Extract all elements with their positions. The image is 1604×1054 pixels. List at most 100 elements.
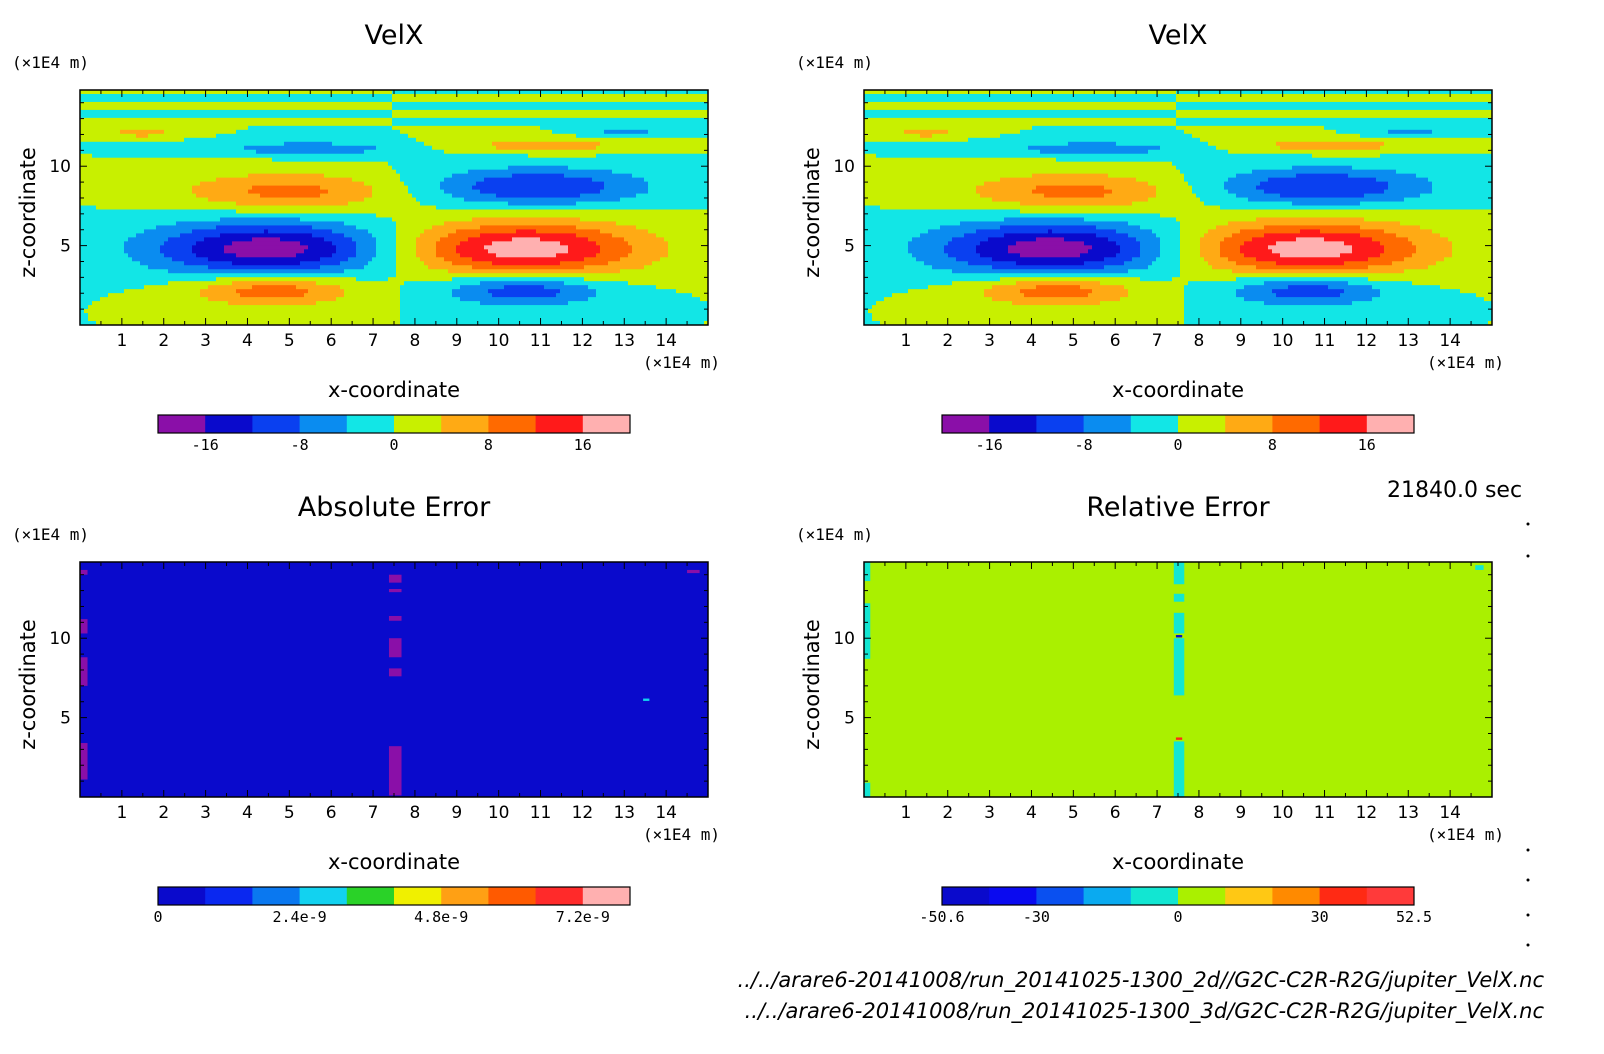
- field-cell: [416, 225, 421, 230]
- field-cell: [292, 205, 297, 211]
- field-cell: [192, 257, 197, 262]
- field-cell: [336, 137, 341, 143]
- field-cell: [284, 133, 289, 139]
- field-cell: [116, 293, 121, 298]
- field-cell: [256, 137, 261, 143]
- field-cell: [264, 277, 269, 282]
- field-cell: [372, 317, 377, 322]
- field-cell: [344, 209, 349, 215]
- field-cell: [208, 233, 213, 238]
- field-cell: [196, 213, 201, 219]
- field-cell: [264, 269, 269, 274]
- field-cell: [296, 225, 301, 230]
- field-cell: [160, 253, 165, 258]
- field-cell: [408, 121, 413, 127]
- field-cell: [172, 101, 177, 107]
- field-cell: [244, 109, 249, 115]
- field-cell: [152, 241, 157, 246]
- field-cell: [284, 169, 289, 175]
- field-cell: [176, 97, 181, 103]
- field-cell: [236, 121, 241, 127]
- field-cell: [168, 137, 173, 143]
- field-cell: [228, 237, 233, 242]
- field-cell: [172, 237, 177, 242]
- field-cell: [392, 153, 397, 159]
- field-cell: [360, 305, 365, 310]
- field-cell: [136, 97, 141, 103]
- field-cell: [380, 90, 385, 95]
- field-cell: [148, 169, 153, 175]
- field-cell: [148, 97, 153, 103]
- field-cell: [264, 121, 269, 127]
- field-cell: [292, 309, 297, 314]
- field-cell: [412, 305, 417, 310]
- field-cell: [316, 125, 321, 131]
- field-cell: [296, 93, 301, 99]
- field-cell: [364, 245, 369, 250]
- field-cell: [316, 205, 321, 211]
- field-cell: [328, 297, 333, 302]
- field-cell: [88, 201, 93, 207]
- field-cell: [188, 197, 193, 203]
- field-cell: [372, 241, 377, 246]
- field-cell: [220, 137, 225, 143]
- field-cell: [128, 281, 133, 286]
- field-cell: [232, 121, 237, 127]
- field-cell: [160, 273, 165, 278]
- field-cell: [336, 189, 341, 195]
- field-cell: [184, 181, 189, 187]
- field-cell: [264, 169, 269, 175]
- field-cell: [304, 229, 309, 234]
- field-cell: [200, 209, 205, 215]
- field-cell: [124, 321, 129, 325]
- field-cell: [344, 197, 349, 203]
- field-cell: [284, 257, 289, 262]
- field-cell: [192, 277, 197, 282]
- field-cell: [192, 169, 197, 175]
- field-cell: [176, 189, 181, 195]
- field-cell: [132, 157, 137, 163]
- field-cell: [288, 245, 293, 250]
- field-cell: [268, 145, 273, 151]
- field-cell: [136, 105, 141, 111]
- field-cell: [148, 241, 153, 246]
- field-cell: [180, 189, 185, 195]
- field-cell: [192, 269, 197, 274]
- field-cell: [92, 281, 97, 286]
- field-cell: [232, 253, 237, 258]
- field-cell: [344, 185, 349, 191]
- field-cell: [320, 145, 325, 151]
- field-cell: [96, 201, 101, 207]
- field-cell: [404, 225, 409, 230]
- field-cell: [248, 185, 253, 191]
- field-cell: [360, 121, 365, 127]
- field-cell: [384, 113, 389, 119]
- field-cell: [228, 321, 233, 325]
- field-cell: [196, 149, 201, 155]
- field-cell: [104, 273, 109, 278]
- field-cell: [228, 141, 233, 147]
- field-cell: [408, 213, 413, 219]
- field-cell: [296, 165, 301, 171]
- field-cell: [384, 301, 389, 306]
- field-cell: [304, 97, 309, 103]
- field-cell: [268, 297, 273, 302]
- field-cell: [184, 193, 189, 199]
- field-cell: [356, 313, 361, 318]
- field-cell: [144, 157, 149, 163]
- field-cell: [212, 97, 217, 103]
- field-cell: [336, 121, 341, 127]
- field-cell: [344, 205, 349, 211]
- field-cell: [392, 109, 397, 115]
- field-cell: [104, 229, 109, 234]
- field-cell: [164, 237, 169, 242]
- field-cell: [244, 293, 249, 298]
- field-cell: [136, 297, 141, 302]
- field-cell: [132, 105, 137, 111]
- field-cell: [184, 125, 189, 131]
- field-cell: [140, 213, 145, 219]
- field-cell: [216, 133, 221, 139]
- field-cell: [168, 145, 173, 151]
- field-cell: [172, 185, 177, 191]
- field-cell: [116, 93, 121, 99]
